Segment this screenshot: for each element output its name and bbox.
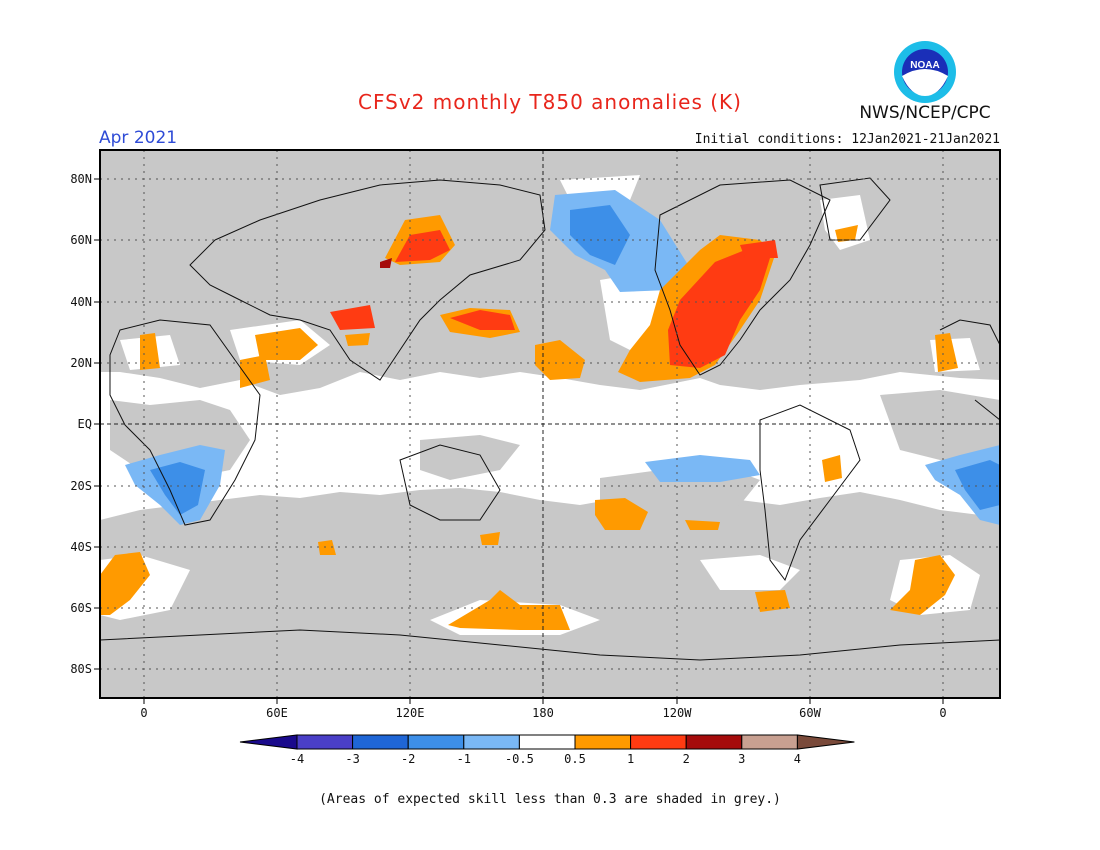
colorbar-segment (463, 734, 520, 750)
colorbar-label: 0.5 (564, 752, 586, 766)
lat-label: 80N (70, 172, 92, 186)
colorbar-segment (352, 734, 409, 750)
colorbar-segment (574, 734, 632, 750)
initial-conditions: Initial conditions: 12Jan2021-21Jan2021 (694, 132, 1000, 147)
coastlines (100, 177, 1000, 661)
colorbar-label: 1 (626, 752, 635, 766)
organization-label: NWS/NCEP/CPC (859, 103, 991, 123)
forecast-month: Apr 2021 (99, 128, 178, 148)
colorbar-segment (518, 734, 576, 750)
colorbar-segment (685, 734, 743, 750)
colorbar-label: -4 (289, 752, 305, 766)
svg-text:NOAA: NOAA (910, 60, 939, 71)
colorbar-label: -3 (345, 752, 360, 766)
colorbar-label: -2 (400, 752, 416, 766)
lat-label: EQ (77, 417, 92, 431)
lon-label: 60W (799, 706, 821, 720)
colorbar-label: -1 (456, 752, 472, 766)
low-skill-grey-region (100, 150, 1000, 698)
colorbar-segment (407, 734, 465, 750)
colorbar-segment (239, 734, 298, 750)
tick-marks (94, 178, 944, 704)
colorbar-segment (741, 734, 798, 750)
colorbar-segment (796, 734, 855, 750)
lat-label: 60N (70, 233, 92, 247)
lat-label: 40S (70, 540, 92, 554)
lon-label: 0 (939, 706, 947, 720)
lon-label: 120W (662, 706, 692, 720)
colorbar-label: -0.5 (504, 752, 534, 766)
reference-lines (100, 150, 1000, 698)
positive-anomaly-regions (100, 215, 958, 630)
lat-label: 20S (70, 479, 92, 493)
colorbar-segment (296, 734, 354, 750)
colorbar-label: 4 (793, 752, 801, 766)
lon-label: 0 (140, 706, 148, 720)
lat-label: 20N (70, 356, 92, 370)
noaa-logo: NOAA (894, 41, 956, 103)
skill-footnote: (Areas of expected skill less than 0.3 a… (319, 792, 781, 807)
lat-label: 40N (70, 295, 92, 309)
lat-label: 60S (70, 601, 92, 615)
map-title: CFSv2 monthly T850 anomalies (K) (358, 90, 742, 114)
lat-label: 80S (70, 662, 92, 676)
lon-label: 180 (532, 706, 554, 720)
colorbar-label: 3 (738, 752, 746, 766)
colorbar (239, 734, 855, 750)
colorbar-label: 2 (682, 752, 690, 766)
lon-label: 120E (395, 706, 425, 720)
colorbar-segment (630, 734, 687, 750)
lon-label: 60E (266, 706, 288, 720)
